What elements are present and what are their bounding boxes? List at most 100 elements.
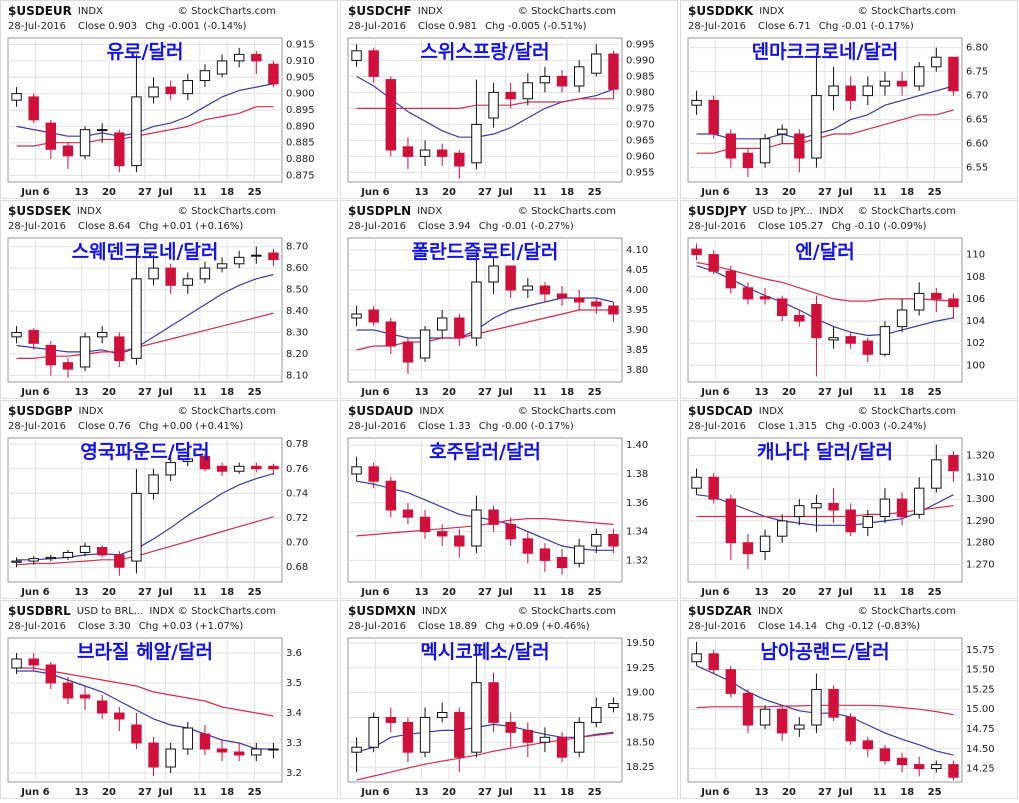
x-tick-label: Jul [497,787,512,798]
x-tick-label: Jun 6 [20,587,49,598]
y-tick-label: 3.6 [286,648,302,659]
y-tick-label: 8.50 [286,285,308,296]
close-label: Close 14.14 [758,621,817,632]
change-label: Chg -0.01 (-0.17%) [819,21,914,32]
x-tick-label: Jul [157,387,172,398]
x-tick-label: 20 [442,387,456,398]
y-tick-label: 8.10 [286,371,308,382]
x-tick-label: 20 [442,787,456,798]
x-tick-label: 25 [588,587,602,598]
candle-body [351,313,362,319]
y-tick-label: 4.00 [626,285,648,296]
y-tick-label: 3.3 [286,738,302,749]
candle-body [96,547,108,556]
candle-body [96,332,108,338]
candle-body [776,708,788,734]
x-tick-label: 25 [928,587,942,598]
candle-body [725,270,737,289]
chart-title: 남아공랜드/달러 [760,641,889,663]
x-tick-label: 27 [478,387,492,398]
chart-panel: $USDSEK INDX © StockCharts.com 28-Jul-2016 C… [0,200,338,399]
candle-body [573,66,585,87]
moving-average [356,98,614,109]
x-tick-label: Jun 6 [360,187,389,198]
exchange: INDX [422,606,447,617]
y-tick-label: 0.965 [626,135,655,146]
chart-panel: $USDGBP INDX © StockCharts.com 28-Jul-2016 C… [0,400,338,599]
chart-title: 엔/달러 [795,241,854,263]
y-tick-label: 0.980 [626,87,655,98]
x-tick-label: 27 [138,587,152,598]
candle-body [522,82,534,100]
x-tick-label: 20 [782,787,796,798]
y-tick-label: 6.75 [966,67,988,78]
candle-body [505,523,516,540]
candle-body [28,558,39,562]
y-tick-label: 14.50 [966,744,995,755]
candle-body [896,757,908,766]
candle-body [879,326,891,355]
candle-body [556,557,568,569]
candle-body [539,75,551,84]
x-tick-label: 13 [75,187,89,198]
candle-body [419,516,431,533]
x-tick-label: 27 [818,187,832,198]
candle-body [896,80,908,87]
x-tick-label: 20 [442,187,456,198]
x-tick-label: Jul [497,587,512,598]
candle-body [811,502,822,509]
y-tick-label: 1.40 [626,440,648,451]
moving-average [696,85,954,140]
close-label: Close 0.981 [418,21,477,32]
y-tick-label: 0.970 [626,119,655,130]
source: © StockCharts.com [858,406,956,417]
candle-body [776,128,788,135]
y-tick-label: 6.60 [966,139,988,150]
y-tick-label: 14.75 [966,724,995,735]
moving-average [696,704,954,716]
y-tick-label: 0.880 [286,154,315,165]
symbol: $USDSEK [8,204,72,218]
candle-body [725,133,737,159]
moving-average [16,667,274,717]
change-label: Chg -0.01 (-0.27%) [479,221,574,232]
x-tick-label: 27 [818,587,832,598]
x-tick-label: Jun 6 [360,387,389,398]
chart-title: 멕시코페소/달러 [420,641,549,663]
y-tick-label: 108 [966,272,985,283]
candle-body [351,466,362,475]
x-tick-label: 25 [928,187,942,198]
candle-body [862,740,874,750]
x-tick-label: 20 [782,587,796,598]
candle-body [114,336,125,362]
candle-body [505,91,516,100]
candle-body [471,682,482,753]
close-label: Close 1.33 [418,421,471,432]
candle-body [351,50,362,61]
y-tick-label: 0.960 [626,151,655,162]
moving-average [356,297,614,339]
candle-body [233,256,245,265]
candle-body [419,149,431,157]
x-tick-label: Jun 6 [20,187,49,198]
y-tick-label: 3.80 [626,365,648,376]
x-tick-label: 13 [75,587,89,598]
candle-body [794,133,805,159]
x-tick-label: 18 [560,387,574,398]
x-tick-label: 20 [442,587,456,598]
x-tick-label: 27 [138,387,152,398]
source: © StockCharts.com [858,6,956,17]
x-tick-label: 18 [900,587,914,598]
exchange: INDX [759,6,784,17]
x-tick-label: 13 [415,387,429,398]
candle-body [368,716,379,748]
candle-body [182,278,194,286]
candle-body [402,721,414,753]
candle-body [776,520,788,537]
moving-average [16,83,274,137]
x-tick-label: 11 [193,187,207,198]
x-tick-label: 25 [248,587,262,598]
x-tick-label: 20 [102,387,116,398]
y-tick-label: 19.50 [626,638,655,649]
